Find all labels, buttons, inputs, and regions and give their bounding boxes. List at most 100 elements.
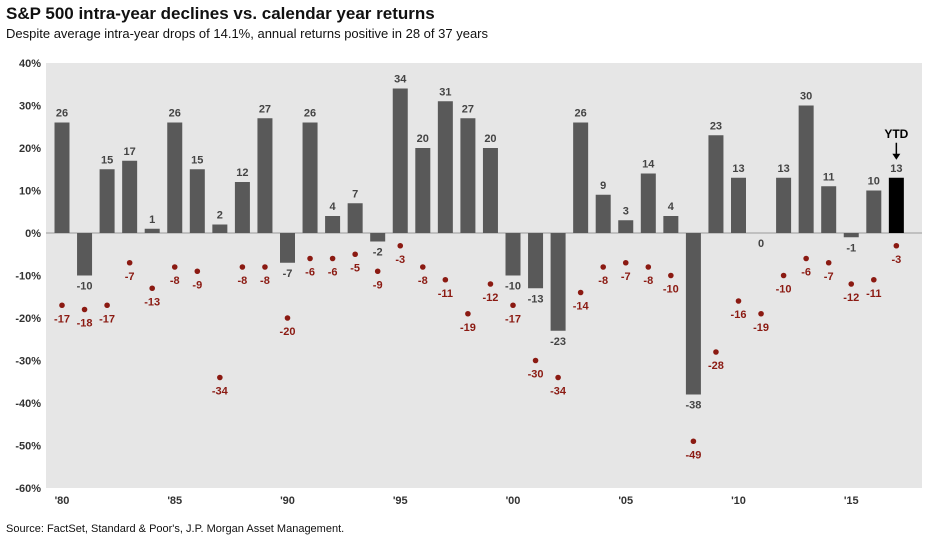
return-label: 26 (169, 108, 181, 120)
return-bar (257, 118, 273, 233)
decline-point (487, 281, 494, 287)
decline-label: -3 (395, 254, 405, 266)
decline-label: -13 (144, 296, 160, 308)
decline-point (397, 242, 404, 249)
return-bar (99, 169, 115, 233)
decline-label: -8 (170, 275, 180, 287)
return-bar (212, 224, 228, 233)
return-label: 26 (56, 108, 68, 120)
y-tick-label: -20% (15, 313, 41, 325)
y-tick-label: -10% (15, 271, 41, 283)
return-bar (821, 186, 837, 233)
decline-point (442, 276, 449, 283)
decline-point (600, 264, 606, 270)
chart-title: S&P 500 intra-year declines vs. calendar… (6, 4, 435, 23)
decline-label: -16 (731, 309, 747, 321)
decline-label: -20 (280, 326, 296, 338)
decline-point (104, 302, 110, 309)
return-bar (618, 220, 634, 233)
decline-label: -9 (192, 279, 202, 291)
return-bar (663, 216, 679, 233)
y-tick-label: 0% (25, 228, 41, 240)
decline-point (171, 264, 178, 270)
decline-point (262, 264, 268, 270)
decline-point (81, 306, 88, 313)
decline-point (622, 259, 629, 266)
return-label: 30 (800, 91, 812, 103)
y-tick-label: 40% (19, 58, 41, 70)
decline-label: -8 (598, 275, 608, 287)
decline-label: -8 (418, 275, 428, 287)
return-bar (325, 216, 341, 233)
return-label: 7 (352, 188, 358, 200)
return-bar (866, 190, 882, 233)
return-bar (482, 148, 498, 233)
return-label: 12 (236, 167, 248, 179)
decline-label: -11 (438, 288, 453, 300)
return-bar (167, 122, 183, 233)
return-label: 4 (330, 201, 337, 213)
return-label: 15 (101, 154, 113, 166)
decline-point (577, 289, 584, 296)
bar-chart: -60% -50% -40% -30% -20% -10% 0% 10% 20% 30% 40% '8… (15, 58, 922, 507)
decline-point (758, 310, 764, 317)
decline-label: -28 (708, 360, 724, 372)
decline-label: -6 (305, 267, 315, 279)
decline-label: -10 (776, 284, 792, 296)
return-bar (437, 101, 453, 233)
decline-label: -34 (550, 386, 567, 398)
return-label: -38 (685, 400, 701, 412)
return-label: -13 (528, 293, 544, 305)
return-bar (573, 122, 589, 233)
return-bar (54, 122, 70, 233)
y-tick-label: 20% (19, 143, 41, 155)
return-bar (843, 233, 859, 238)
y-tick-label: -60% (15, 483, 41, 495)
decline-label: -17 (99, 313, 115, 325)
return-label: 17 (124, 146, 136, 158)
return-label: 3 (623, 205, 629, 217)
return-label: 23 (710, 120, 722, 132)
x-tick-label: '15 (844, 495, 859, 507)
decline-point (217, 374, 223, 381)
return-label: 31 (439, 86, 451, 98)
plot-background (46, 63, 922, 488)
x-tick-label: '05 (618, 495, 633, 507)
return-label: -23 (550, 336, 566, 348)
return-label: 13 (732, 163, 744, 175)
decline-point (735, 298, 742, 304)
decline-label: -6 (328, 267, 338, 279)
return-bar (280, 233, 295, 263)
y-tick-label: -30% (15, 356, 41, 368)
return-bar (640, 173, 656, 233)
decline-label: -19 (460, 322, 476, 334)
decline-point (352, 251, 358, 258)
return-bar (595, 194, 611, 233)
decline-label: -8 (238, 275, 248, 287)
decline-label: -7 (125, 271, 135, 283)
decline-point (194, 268, 201, 275)
return-label: 14 (642, 159, 655, 171)
decline-point (690, 438, 697, 445)
decline-point (803, 255, 809, 262)
return-label: 13 (777, 163, 789, 175)
return-bar (347, 203, 363, 233)
x-tick-label: '95 (393, 495, 408, 507)
return-bar (685, 233, 701, 395)
decline-point (374, 268, 381, 275)
decline-point (465, 310, 471, 317)
return-label: 26 (304, 108, 316, 120)
decline-point (149, 285, 155, 292)
decline-label: -34 (212, 386, 229, 398)
decline-label: -8 (260, 275, 270, 287)
decline-point (329, 255, 336, 262)
return-label: 2 (217, 210, 223, 222)
return-label: 15 (191, 154, 203, 166)
return-label: 10 (868, 176, 880, 188)
return-bar (528, 233, 544, 289)
return-bar (550, 233, 566, 331)
decline-label: -5 (350, 262, 360, 274)
source-note: Source: FactSet, Standard & Poor's, J.P.… (6, 523, 345, 535)
ytd-return-label: 13 (890, 163, 902, 175)
decline-point (126, 259, 133, 266)
